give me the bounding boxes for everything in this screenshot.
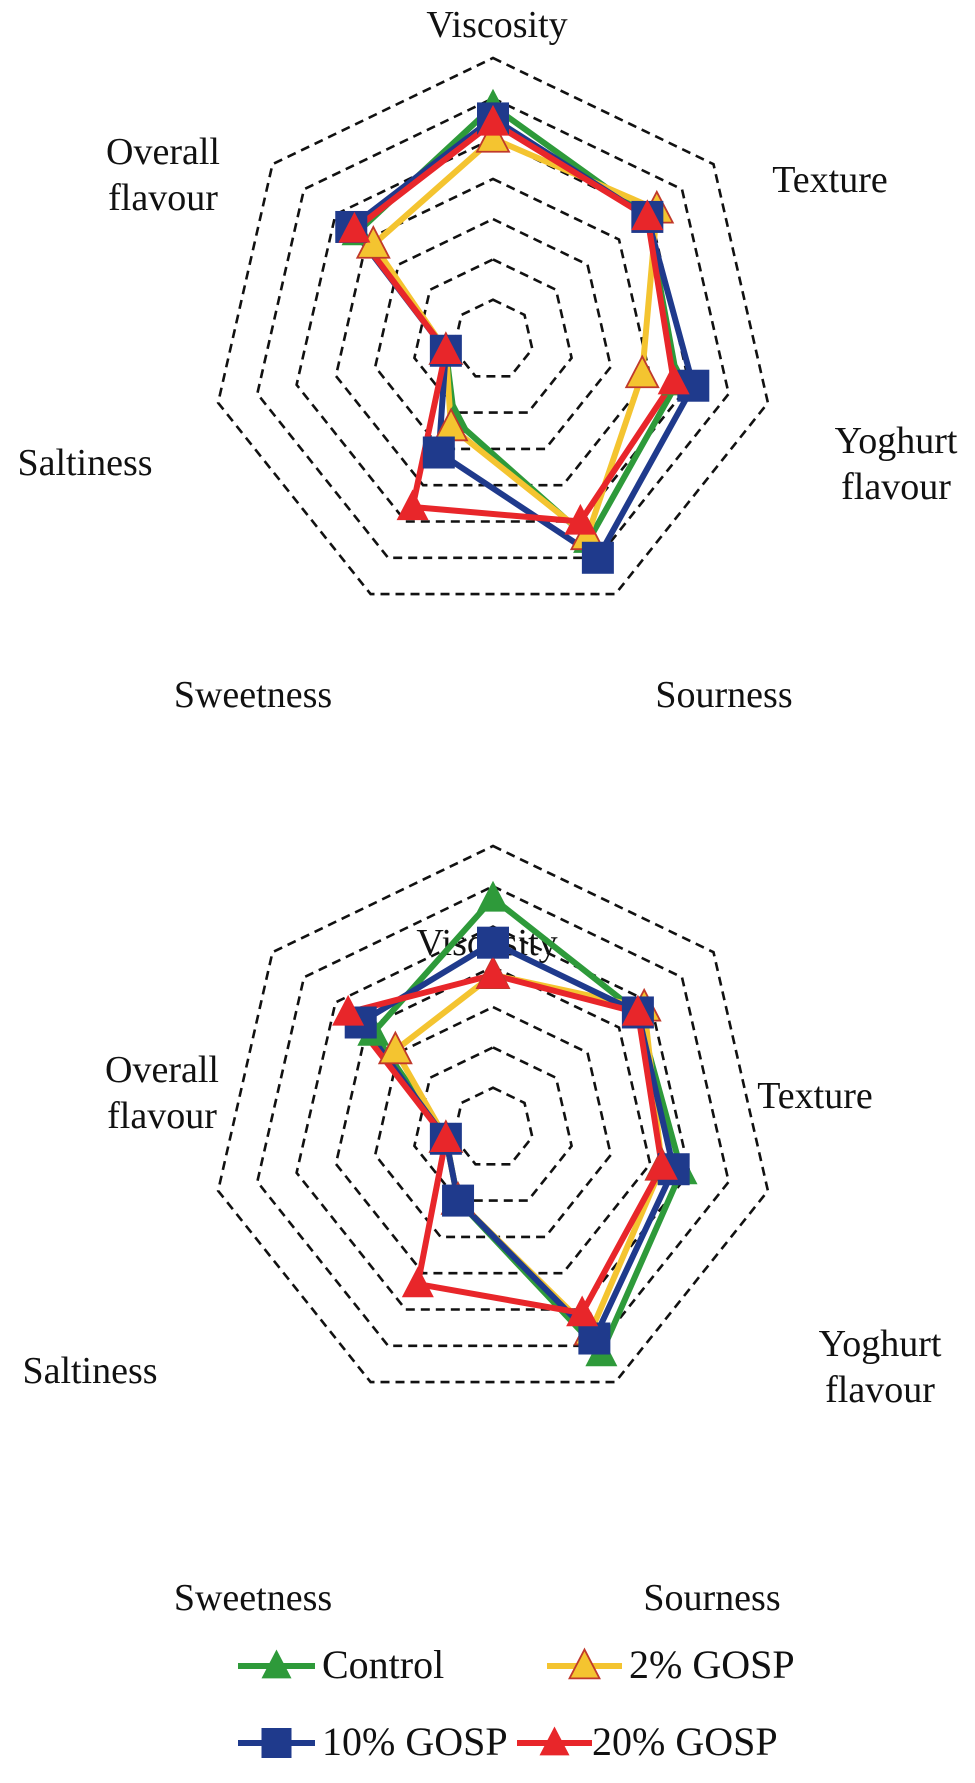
legend-item: Control — [238, 1642, 444, 1687]
axis-label: Sweetness — [174, 674, 332, 716]
data-point — [624, 354, 660, 389]
axis-label-line: Yoghurt — [835, 420, 958, 462]
grid-ring — [334, 965, 652, 1275]
data-point — [477, 957, 509, 989]
axis-label: Texture — [772, 159, 888, 201]
legend-item: 20% GOSP — [517, 1719, 778, 1764]
data-point — [578, 1322, 611, 1355]
legend-label: 20% GOSP — [592, 1719, 778, 1764]
data-point — [568, 1647, 601, 1680]
legend-item: 10% GOSP — [238, 1719, 508, 1764]
data-point — [477, 880, 509, 912]
data-point — [261, 1728, 292, 1758]
grid-ring — [452, 298, 534, 378]
legend-label: 2% GOSP — [629, 1642, 795, 1687]
axis-label: Overall flavour — [106, 131, 220, 219]
data-point — [621, 994, 654, 1026]
series-line — [354, 103, 681, 543]
data-point — [377, 1030, 413, 1065]
axis-label-line: Overall — [105, 1049, 219, 1091]
data-point — [564, 503, 597, 535]
legend: Control 2% GOSP 10% GOSP 20% GOSP — [238, 1642, 795, 1764]
data-point — [332, 994, 365, 1026]
axis-label: Sweetness — [174, 1577, 332, 1619]
data-point — [477, 926, 509, 959]
data-point — [442, 1184, 475, 1217]
axis-label-line: Overall — [106, 131, 220, 173]
legend-item: 2% GOSP — [547, 1642, 795, 1687]
grid-ring — [412, 257, 574, 414]
data-point — [396, 489, 429, 521]
data-point — [539, 1726, 570, 1756]
series-line — [351, 119, 677, 525]
axis-label-line: Yoghurt — [819, 1323, 942, 1365]
data-point — [645, 1148, 678, 1180]
legend-label: 10% GOSP — [322, 1719, 508, 1764]
axis-label: Saltiness — [22, 1350, 157, 1392]
data-point — [401, 1266, 434, 1298]
grid-ring — [295, 925, 691, 1311]
axis-label: Saltiness — [17, 442, 152, 484]
grid-ring — [334, 177, 652, 487]
axis-label-line: flavour — [841, 466, 951, 508]
grid-ring — [452, 1086, 534, 1166]
axis-label: Overall flavour — [105, 1049, 219, 1137]
grid-ring — [216, 844, 770, 1384]
legend-label: Control — [322, 1642, 444, 1687]
data-point — [338, 211, 371, 243]
axis-label-line: flavour — [107, 1095, 217, 1137]
data-point — [429, 333, 462, 364]
axis-label: Viscosity — [426, 4, 567, 46]
data-point — [631, 199, 664, 231]
axis-label: Sourness — [655, 674, 792, 716]
data-point — [261, 1649, 292, 1679]
data-point — [429, 1121, 462, 1152]
data-point — [422, 436, 455, 469]
data-point — [581, 541, 614, 574]
radar-chart-b: ViscosityTextureYoghurtflavourSournessSw… — [22, 844, 942, 1619]
data-point — [657, 363, 690, 395]
axis-label-line: flavour — [825, 1369, 935, 1411]
data-point — [566, 1295, 599, 1327]
axis-label-line: flavour — [108, 177, 218, 219]
data-point — [477, 104, 509, 136]
grid-ring — [373, 217, 613, 451]
grid-ring — [412, 1045, 574, 1202]
axis-label: Yoghurt flavour — [819, 1323, 942, 1411]
grid-ring — [255, 96, 731, 560]
grid-ring — [255, 884, 731, 1348]
axis-label: Sourness — [643, 1577, 780, 1619]
data-point — [475, 119, 511, 153]
grid-ring — [216, 56, 770, 596]
axis-label: Yoghurt flavour — [835, 420, 958, 508]
axis-label: Texture — [757, 1075, 873, 1117]
